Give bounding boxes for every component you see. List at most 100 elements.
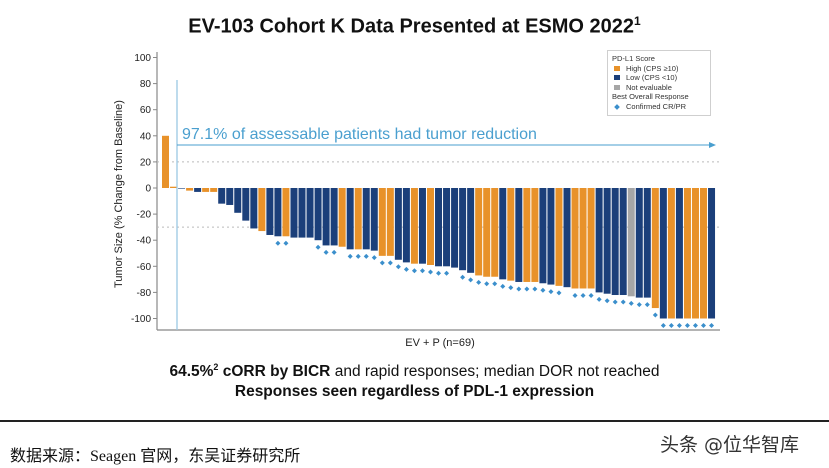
bar — [290, 188, 298, 238]
watermark: 头条 @位华智库 — [660, 434, 800, 456]
confirmed-response-marker — [508, 285, 514, 291]
bar — [435, 188, 443, 267]
legend-label-response: Confirmed CR/PR — [626, 101, 687, 111]
bar — [186, 188, 194, 191]
bar — [378, 188, 386, 256]
divider — [0, 420, 829, 422]
confirmed-response-marker — [363, 253, 369, 259]
confirmed-response-marker — [460, 274, 466, 280]
confirmed-response-marker — [644, 302, 650, 308]
bar — [643, 188, 651, 298]
bar — [539, 188, 547, 284]
bar — [667, 188, 675, 319]
bar — [210, 188, 218, 192]
confirmed-response-marker — [668, 323, 674, 328]
confirmed-response-marker — [620, 299, 626, 305]
confirmed-response-marker — [395, 264, 401, 270]
summary-rest: and rapid responses; median DOR not reac… — [330, 363, 660, 381]
bar — [402, 188, 410, 263]
bar — [306, 188, 314, 238]
legend-swatch-ne — [614, 85, 620, 91]
legend: PD-L1 Score High (CPS ≥10) Low (CPS <10)… — [607, 50, 711, 116]
bar — [178, 188, 186, 189]
confirmed-response-marker — [468, 277, 474, 283]
legend-label-high: High (CPS ≥10) — [626, 63, 679, 73]
bar — [555, 188, 563, 286]
bar — [370, 188, 378, 251]
orr-value: 64.5% — [169, 363, 214, 381]
confirmed-response-marker — [379, 260, 385, 266]
confirmed-response-marker — [371, 255, 377, 261]
confirmed-response-marker — [484, 281, 490, 287]
confirmed-response-marker — [403, 266, 409, 272]
confirmed-response-marker — [636, 302, 642, 308]
bar — [491, 188, 499, 277]
legend-item-ne: Not evaluable — [612, 83, 706, 93]
confirmed-response-marker — [387, 260, 393, 266]
confirmed-response-marker — [355, 253, 361, 259]
confirmed-response-marker — [500, 283, 506, 289]
bar — [162, 135, 169, 188]
legend-item-low: Low (CPS <10) — [612, 73, 706, 83]
confirmed-response-marker — [572, 292, 578, 298]
confirmed-response-marker — [612, 299, 618, 305]
legend-swatch-high — [614, 65, 620, 71]
confirmed-response-marker — [411, 268, 417, 274]
bar — [531, 188, 539, 282]
bar — [386, 188, 394, 256]
y-tick-label: 20 — [140, 157, 152, 168]
y-axis-label: Tumor Size (% Change from Baseline) — [113, 100, 125, 288]
bar — [547, 188, 555, 285]
bar — [619, 188, 627, 296]
title-text: EV-103 Cohort K Data Presented at ESMO 2… — [188, 15, 635, 38]
bar — [467, 188, 475, 273]
confirmed-response-marker — [476, 279, 482, 285]
confirmed-response-marker — [548, 289, 554, 295]
orr-label: cORR by BICR — [218, 363, 331, 381]
bar — [475, 188, 483, 276]
bar — [298, 188, 306, 238]
bar — [202, 188, 210, 192]
confirmed-response-marker — [604, 298, 610, 304]
bar — [635, 188, 643, 298]
bar — [226, 188, 234, 205]
summary-line-1: 64.5%2 cORR by BICR and rapid responses;… — [0, 362, 829, 381]
y-tick-label: -40 — [137, 236, 152, 247]
diamond-icon — [614, 103, 620, 110]
legend-response-title: Best Overall Response — [612, 92, 689, 102]
legend-swatch-low — [614, 75, 620, 81]
confirmed-response-marker — [331, 249, 337, 255]
y-tick-label: 60 — [140, 105, 152, 116]
legend-label-low: Low (CPS <10) — [626, 73, 678, 83]
bar — [330, 188, 338, 246]
bar — [507, 188, 515, 281]
confirmed-response-marker — [556, 290, 562, 296]
y-tick-label: 80 — [140, 79, 152, 90]
legend-item-response: Confirmed CR/PR — [612, 102, 706, 112]
bar — [563, 188, 571, 288]
bar — [523, 188, 531, 282]
confirmed-response-marker — [588, 292, 594, 298]
bar — [218, 188, 226, 204]
confirmed-response-marker — [436, 270, 442, 276]
confirmed-response-marker — [540, 287, 546, 293]
waterfall-chart: 100 80 60 40 20 0 -20 -40 -60 -80 -100 Tumor Size (… — [113, 52, 720, 349]
confirmed-response-marker — [684, 323, 690, 328]
bar — [579, 188, 587, 289]
bar — [346, 188, 354, 250]
y-tick-label: -60 — [137, 262, 152, 273]
bar — [443, 188, 451, 267]
bar — [515, 188, 523, 282]
bar — [571, 188, 579, 289]
bar — [242, 188, 250, 221]
bar — [595, 188, 603, 293]
bar — [314, 188, 322, 241]
confirmed-response-marker — [492, 281, 498, 287]
summary-line-2: Responses seen regardless of PDL-1 expre… — [234, 383, 595, 400]
arrow-head-icon — [709, 142, 716, 148]
source-note: 数据来源：Seagen 官网，东吴证券研究所 — [10, 448, 301, 465]
annotation-text: 97.1% of assessable patients had tumor r… — [182, 126, 537, 143]
legend-title: PD-L1 Score — [612, 54, 655, 63]
y-tick-label: 100 — [134, 53, 151, 64]
bar — [322, 188, 330, 246]
